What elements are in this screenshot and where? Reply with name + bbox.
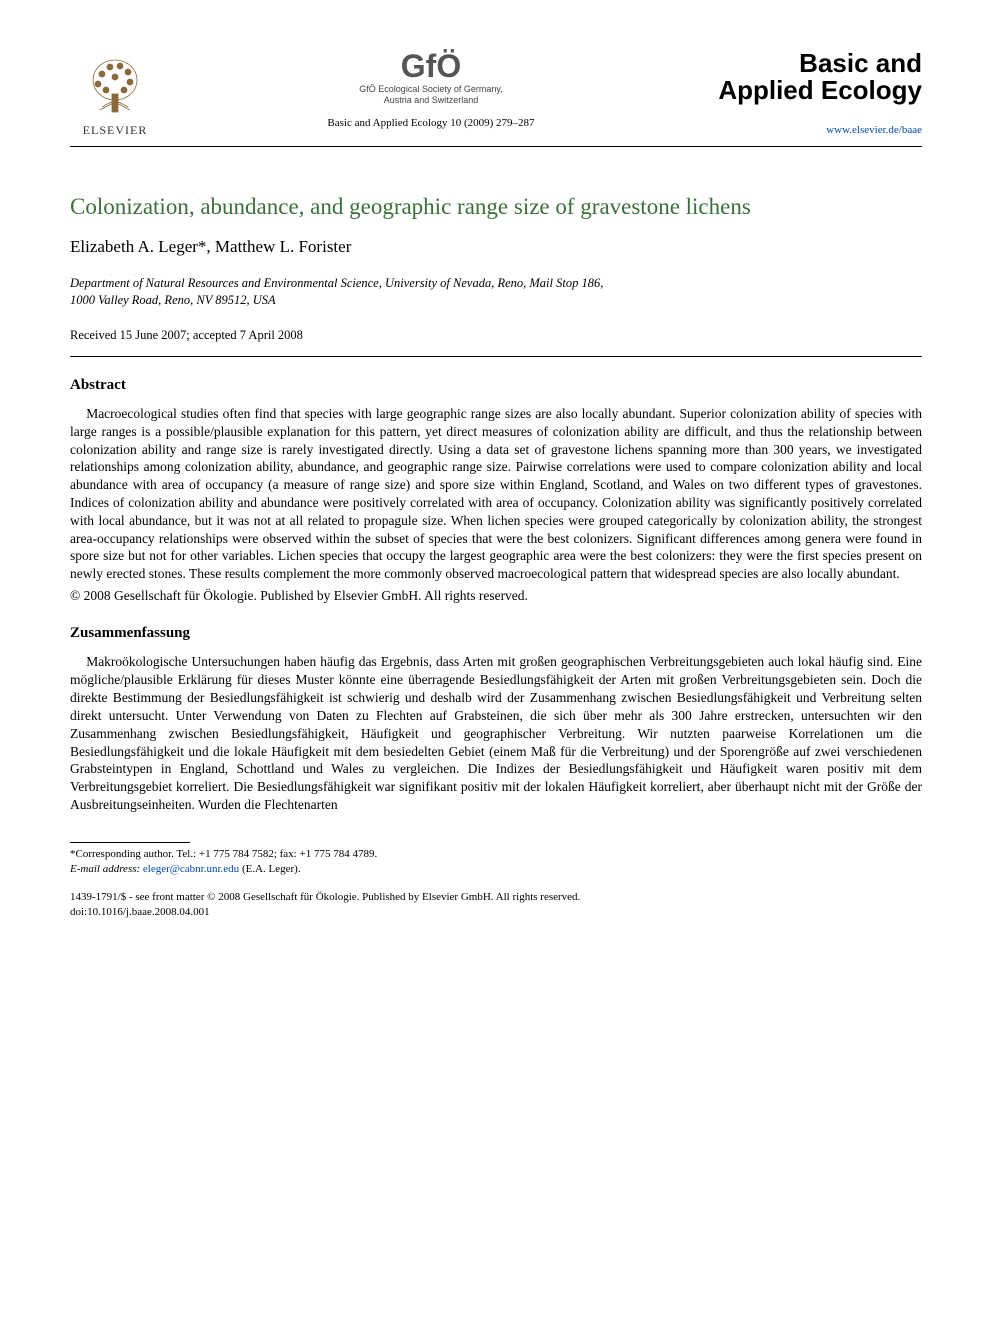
header-rule	[70, 146, 922, 147]
doi-line: doi:10.1016/j.baae.2008.04.001	[70, 905, 922, 920]
footnote-rule	[70, 842, 190, 843]
article-dates: Received 15 June 2007; accepted 7 April …	[70, 327, 922, 344]
elsevier-label: ELSEVIER	[83, 122, 148, 138]
zusammenfassung-heading: Zusammenfassung	[70, 623, 922, 643]
abstract-heading: Abstract	[70, 375, 922, 395]
article-title: Colonization, abundance, and geographic …	[70, 192, 922, 222]
elsevier-logo-block: ELSEVIER	[70, 50, 160, 138]
journal-block: Basic and Applied Ecology www.elsevier.d…	[702, 50, 922, 137]
journal-title: Basic and Applied Ecology	[702, 50, 922, 105]
gfo-logo: GfÖ	[401, 50, 461, 82]
gfo-subtitle: GfÖ Ecological Society of Germany, Austr…	[359, 84, 502, 106]
affiliation-line2: 1000 Valley Road, Reno, NV 89512, USA	[70, 293, 276, 307]
email-suffix: (E.A. Leger).	[242, 863, 301, 875]
affiliation: Department of Natural Resources and Envi…	[70, 275, 922, 309]
gfo-sub-line2: Austria and Switzerland	[384, 95, 479, 105]
gfo-sub-line1: GfÖ Ecological Society of Germany,	[359, 84, 502, 94]
elsevier-tree-icon	[80, 50, 150, 120]
header-center: GfÖ GfÖ Ecological Society of Germany, A…	[160, 50, 702, 130]
journal-line1: Basic and	[799, 48, 922, 78]
zusammenfassung-body: Makroökologische Untersuchungen haben hä…	[70, 653, 922, 813]
affiliation-line1: Department of Natural Resources and Envi…	[70, 276, 603, 290]
email-line: E-mail address: eleger@cabnr.unr.edu (E.…	[70, 862, 922, 877]
front-matter-line: 1439-1791/$ - see front matter © 2008 Ge…	[70, 890, 922, 905]
email-label: E-mail address:	[70, 863, 140, 875]
corresponding-author: *Corresponding author. Tel.: +1 775 784 …	[70, 847, 922, 862]
abstract-copyright: © 2008 Gesellschaft für Ökologie. Publis…	[70, 587, 922, 605]
page-header: ELSEVIER GfÖ GfÖ Ecological Society of G…	[70, 50, 922, 138]
citation-line: Basic and Applied Ecology 10 (2009) 279–…	[327, 116, 534, 131]
bottom-meta: 1439-1791/$ - see front matter © 2008 Ge…	[70, 890, 922, 920]
abstract-top-rule	[70, 356, 922, 357]
journal-url-link[interactable]: www.elsevier.de/baae	[702, 123, 922, 138]
journal-line2: Applied Ecology	[718, 75, 922, 105]
abstract-body: Macroecological studies often find that …	[70, 405, 922, 583]
email-link[interactable]: eleger@cabnr.unr.edu	[143, 863, 239, 875]
footnote-block: *Corresponding author. Tel.: +1 775 784 …	[70, 847, 922, 877]
authors: Elizabeth A. Leger*, Matthew L. Forister	[70, 236, 922, 259]
